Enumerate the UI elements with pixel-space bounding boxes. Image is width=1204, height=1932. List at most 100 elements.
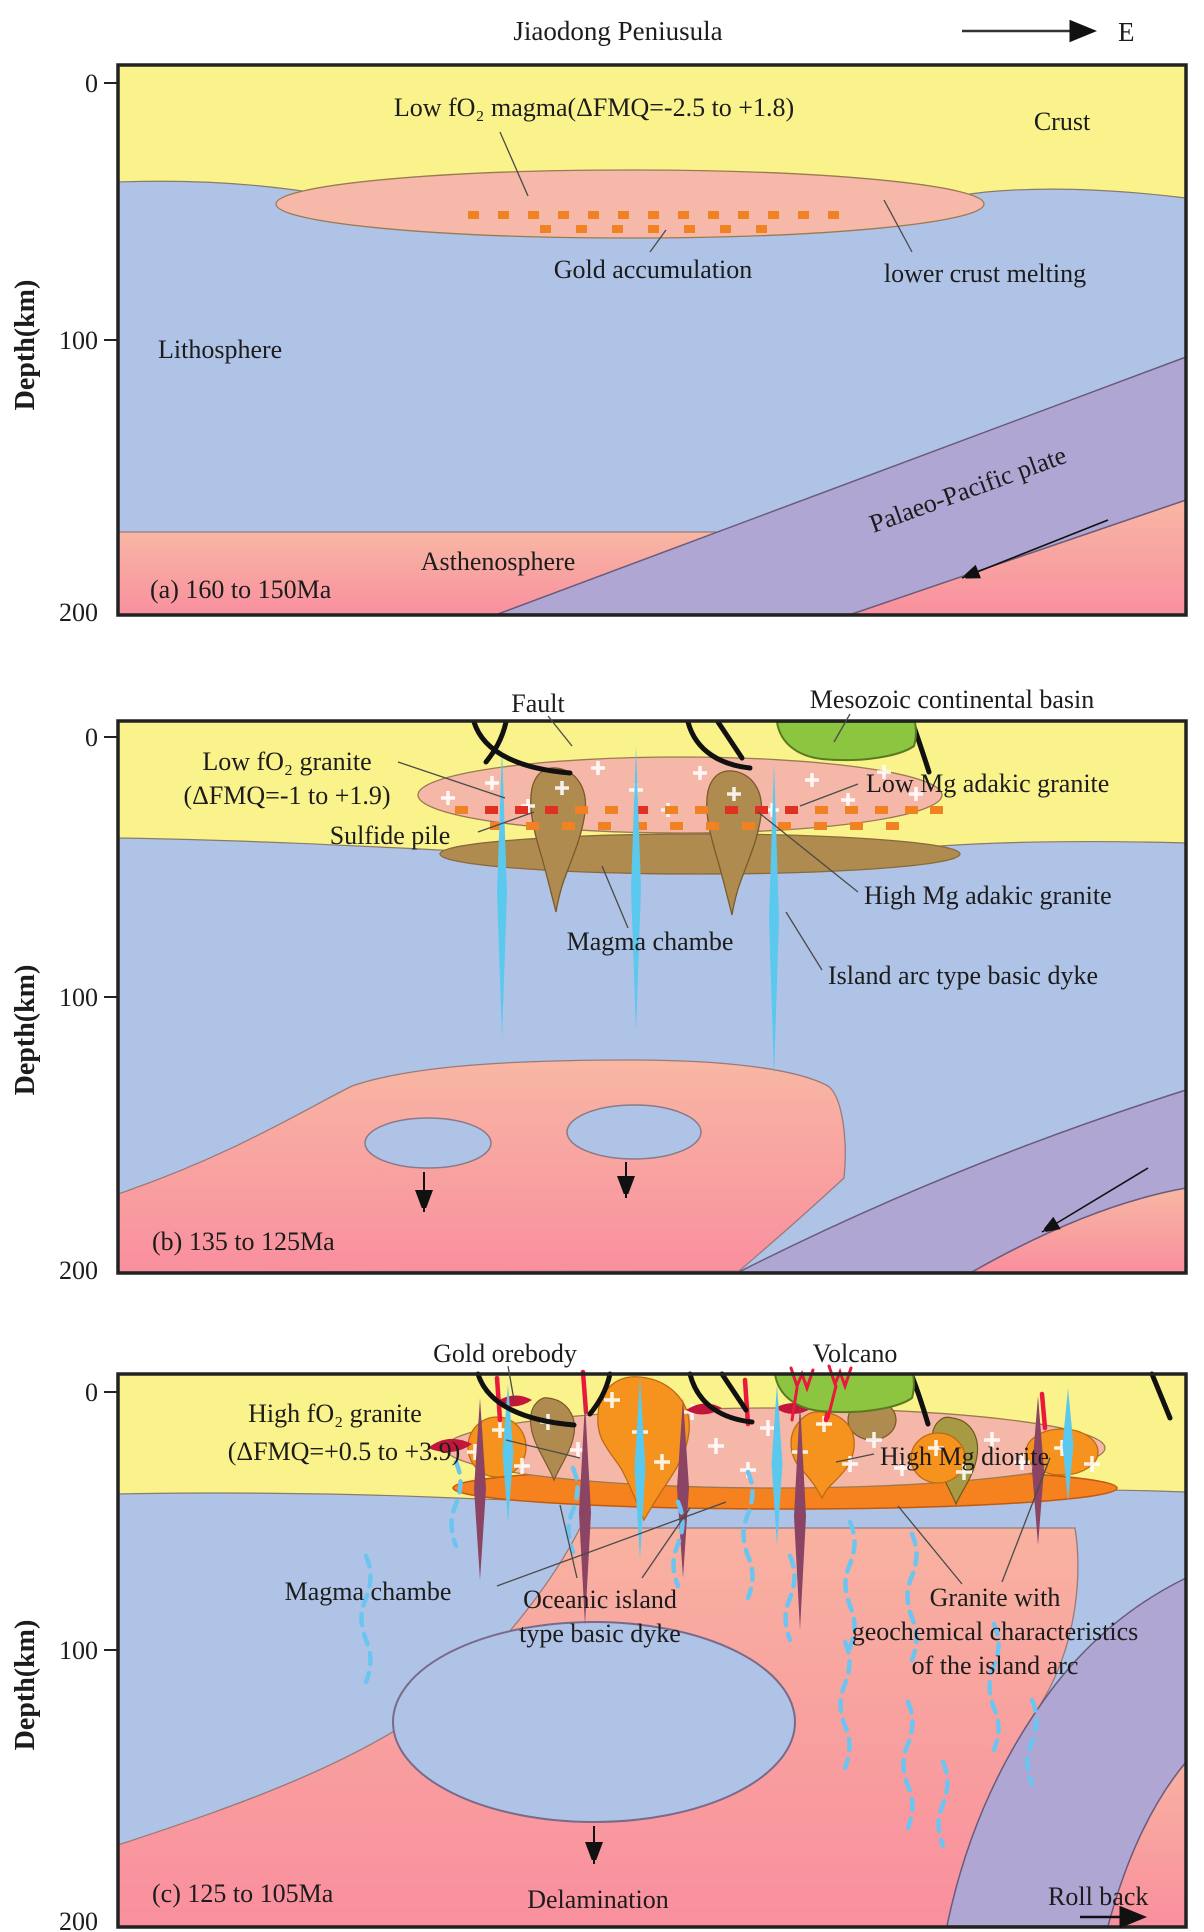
leader-diorite-c bbox=[835, 1453, 875, 1463]
oceanic-dyke-1 bbox=[474, 1398, 486, 1580]
tick-label-b-100: 100 bbox=[59, 983, 98, 1012]
leader-basin-b bbox=[833, 713, 851, 743]
tick-label-a-200: 200 bbox=[59, 598, 98, 627]
label-low-fo2-granite-1: Low fO₂ granite bbox=[202, 747, 371, 776]
panel-c: Gold orebody Volcano High fO₂ granite (Δ… bbox=[10, 1339, 1188, 1932]
basic-dyke-b-1 bbox=[497, 748, 507, 1038]
magma-chamber-b bbox=[439, 833, 961, 875]
gold-dashes-b bbox=[455, 806, 943, 830]
mesozoic-basin-b bbox=[775, 721, 917, 762]
basic-dyke-b-3 bbox=[769, 762, 779, 1076]
panel-a: Low fO₂ magma(ΔFMQ=-2.5 to +1.8) Crust G… bbox=[10, 63, 1188, 627]
fluid-squiggles bbox=[359, 1459, 1039, 1849]
leader-oceanic-dyke-1 bbox=[559, 1504, 578, 1579]
gold-accumulation-dashes bbox=[468, 211, 839, 233]
basic-dyke-c-4 bbox=[1062, 1388, 1074, 1502]
label-arc-granite-3: of the island arc bbox=[912, 1651, 1079, 1680]
fault-curve-c-1 bbox=[475, 1371, 577, 1428]
basic-dyke-c-2 bbox=[634, 1376, 646, 1560]
oceanic-dyke-5 bbox=[1032, 1396, 1044, 1545]
oceanic-dyke-2 bbox=[579, 1402, 591, 1625]
axis-depth-b: Depth(km) bbox=[10, 965, 41, 1096]
label-arc-granite-2: geochemical characteristics bbox=[852, 1617, 1139, 1646]
fault-curve-c-3 bbox=[687, 1371, 755, 1425]
fault-curve-c-2 bbox=[587, 1371, 613, 1417]
label-fault: Fault bbox=[511, 689, 565, 718]
fault-curve-c-6 bbox=[1149, 1371, 1173, 1421]
low-fo2-magma-lens bbox=[275, 169, 985, 239]
label-island-arc-dyke: Island arc type basic dyke bbox=[828, 961, 1098, 990]
rolled-back-slab-c bbox=[946, 1576, 1187, 1927]
gold-orebody-1 bbox=[428, 1438, 472, 1453]
leader-arc-granite-2 bbox=[1001, 1457, 1051, 1583]
fault-curve-b-2 bbox=[483, 719, 509, 765]
leader-granite-b bbox=[397, 761, 506, 799]
label-high-mg-diorite: High Mg diorite bbox=[880, 1442, 1049, 1471]
subduction-arrow-a bbox=[962, 519, 1109, 579]
tick-label-c-200: 200 bbox=[59, 1907, 98, 1932]
label-arc-granite-1: Granite with bbox=[930, 1583, 1061, 1612]
basic-dyke-c-3 bbox=[771, 1384, 783, 1545]
delaminated-block-2 bbox=[566, 1104, 702, 1160]
label-delamination: Delamination bbox=[527, 1885, 669, 1914]
leader-magma-a bbox=[499, 131, 529, 197]
tick-label-a-0: 0 bbox=[85, 69, 98, 98]
label-asthenosphere-a: Asthenosphere bbox=[421, 547, 576, 576]
label-low-mg-adakic: Low Mg adakic granite bbox=[866, 769, 1109, 798]
label-sulfide-pile: Sulfide pile bbox=[330, 821, 451, 850]
leader-oceanic-dyke-2 bbox=[641, 1507, 691, 1579]
leader-gold-a bbox=[649, 229, 667, 253]
figure-title: Jiaodong Peniusula bbox=[513, 16, 722, 46]
subduction-arrow-b bbox=[1042, 1167, 1149, 1232]
tick-label-a-100: 100 bbox=[59, 326, 98, 355]
label-volcano: Volcano bbox=[813, 1339, 898, 1368]
tick-label-b-0: 0 bbox=[85, 723, 98, 752]
oceanic-dyke-4 bbox=[794, 1402, 806, 1630]
fault-curve-b-4 bbox=[715, 719, 745, 761]
label-high-fo2-granite-1: High fO₂ granite bbox=[248, 1399, 422, 1428]
tick-label-c-100: 100 bbox=[59, 1636, 98, 1665]
fault-curve-c-4 bbox=[719, 1371, 749, 1413]
delaminated-block-1 bbox=[364, 1117, 492, 1169]
label-magma-chamber-c: Magma chambe bbox=[285, 1577, 452, 1606]
delaminating-lithosphere-block bbox=[392, 1621, 796, 1823]
fault-curve-b-1 bbox=[471, 719, 573, 776]
leader-chamber-c bbox=[496, 1501, 727, 1587]
label-crust-a: Crust bbox=[1034, 107, 1091, 136]
island-arc-basic-dykes-c bbox=[502, 1376, 1074, 1560]
palaeo-pacific-slab-b bbox=[738, 1088, 1187, 1273]
basic-dyke-c-1 bbox=[502, 1384, 514, 1522]
leader-granite-c bbox=[505, 1439, 581, 1459]
leader-high-mg-b bbox=[757, 811, 859, 893]
granite-blob-3 bbox=[790, 1411, 855, 1500]
label-lower-crust-melting: lower crust melting bbox=[884, 259, 1086, 288]
label-age-c: (c) 125 to 105Ma bbox=[152, 1879, 334, 1908]
label-age-a: (a) 160 to 150Ma bbox=[150, 575, 332, 604]
panel-b: Fault Mesozoic continental basin Low fO₂… bbox=[10, 685, 1188, 1285]
tick-label-c-0: 0 bbox=[85, 1378, 98, 1407]
label-gold-orebody: Gold orebody bbox=[433, 1339, 577, 1368]
tick-label-b-200: 200 bbox=[59, 1256, 98, 1285]
axis-depth-c: Depth(km) bbox=[10, 1620, 41, 1751]
label-oceanic-dyke-1: Oceanic island bbox=[523, 1585, 677, 1614]
label-low-fo2-granite-2: (ΔFMQ=-1 to +1.9) bbox=[183, 781, 390, 810]
axis-depth-a: Depth(km) bbox=[10, 280, 41, 411]
sulfide-pile-dashes bbox=[485, 806, 798, 814]
leader-chamber-b bbox=[601, 865, 629, 929]
leader-melting-a bbox=[883, 199, 913, 253]
label-lithosphere-a: Lithosphere bbox=[158, 335, 282, 364]
leader-dyke-b bbox=[785, 911, 823, 971]
label-age-b: (b) 135 to 125Ma bbox=[152, 1227, 335, 1256]
east-direction-label: E bbox=[1118, 17, 1135, 47]
leader-sulfide-b bbox=[477, 811, 535, 833]
leader-fault-b bbox=[547, 715, 573, 747]
label-oceanic-dyke-2: type basic dyke bbox=[519, 1619, 681, 1648]
label-low-fo2-magma: Low fO₂ magma(ΔFMQ=-2.5 to +1.8) bbox=[394, 93, 794, 122]
leader-orebody-c bbox=[507, 1365, 515, 1401]
island-arc-basic-dykes bbox=[497, 746, 779, 1076]
label-high-mg-adakic: High Mg adakic granite bbox=[864, 881, 1112, 910]
granite-blob-4 bbox=[910, 1432, 966, 1484]
label-high-fo2-granite-2: (ΔFMQ=+0.5 to +3.9) bbox=[228, 1437, 461, 1466]
label-gold-accumulation: Gold accumulation bbox=[554, 255, 753, 284]
